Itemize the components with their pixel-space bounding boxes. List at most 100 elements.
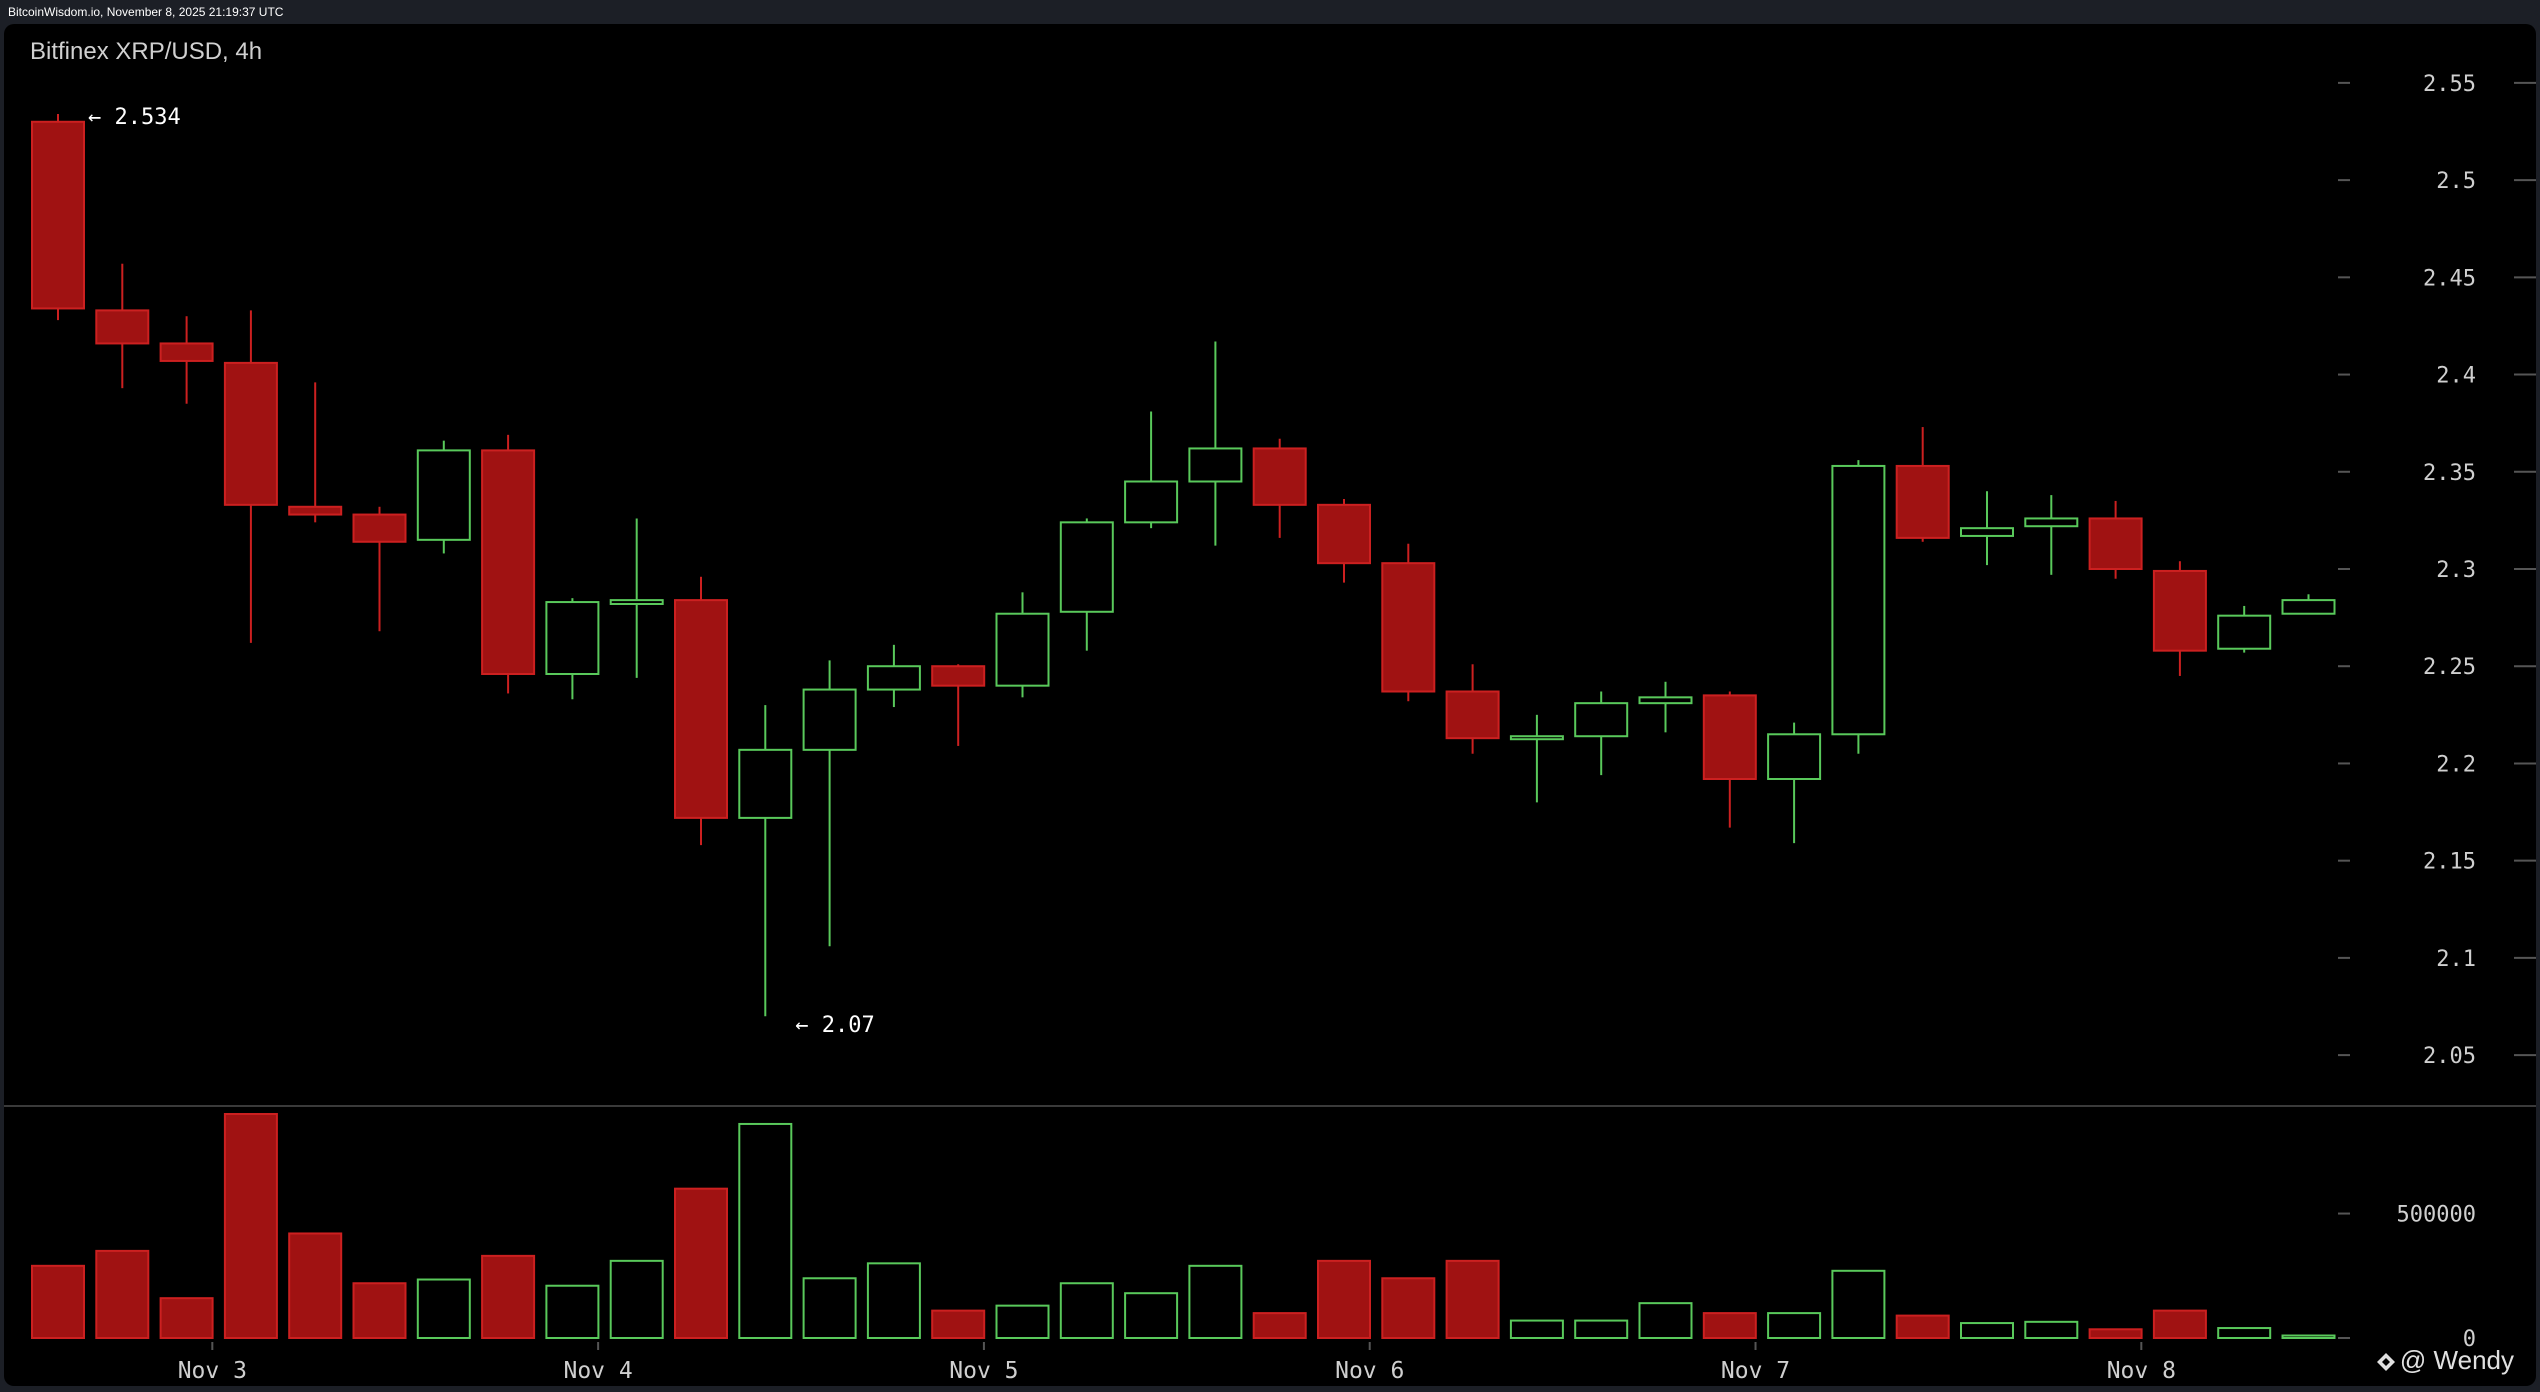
- candle: [1702, 691, 1757, 828]
- price-tick-label: 2.45: [2423, 266, 2476, 291]
- candle: [1252, 438, 1307, 538]
- candle-body: [1188, 447, 1243, 483]
- candle-body: [352, 513, 407, 543]
- candle: [1638, 681, 1693, 733]
- volume-bar: [1895, 1314, 1950, 1339]
- candle-body: [1831, 464, 1886, 736]
- volume-bar: [2088, 1328, 2143, 1340]
- volume-tick-label: 500000: [2397, 1203, 2476, 1228]
- volume-bar: [31, 1264, 85, 1340]
- candle: [2217, 605, 2272, 653]
- candle: [2024, 495, 2079, 575]
- volume-bar: [1702, 1312, 1757, 1339]
- source-bar: BitcoinWisdom.io, November 8, 2025 21:19…: [0, 0, 2540, 24]
- author-watermark: @ Wendy: [2376, 1345, 2514, 1376]
- volume-bar: [95, 1249, 150, 1340]
- candle-body: [31, 120, 85, 310]
- candle: [288, 382, 343, 523]
- candle-body: [159, 342, 214, 362]
- candle-body: [2217, 614, 2272, 650]
- price-tick-label: 2.55: [2423, 72, 2476, 97]
- candlestick-chart[interactable]: 2.55 2.5 2.45 2.4 2.35 2.3 2.25 2.2 2.15 2.1 2.05 5…: [4, 24, 2536, 1386]
- candle: [802, 660, 857, 947]
- volume-bar: [481, 1254, 536, 1340]
- grid-layer: [211, 81, 2536, 1350]
- candle-body: [416, 449, 471, 541]
- candle-body: [1702, 694, 1757, 781]
- candle-body: [2281, 599, 2336, 615]
- annotations: ← 2.534 ← 2.07: [88, 105, 875, 1038]
- price-tick-label: 2.05: [2423, 1044, 2476, 1069]
- candle-body: [1574, 702, 1629, 738]
- candle-body: [545, 601, 600, 675]
- volume-bar: [609, 1259, 664, 1340]
- volume-bar: [1252, 1312, 1307, 1339]
- candle-body: [609, 599, 664, 605]
- candle-body: [738, 748, 793, 819]
- source-timestamp: BitcoinWisdom.io, November 8, 2025 21:19…: [8, 5, 284, 19]
- chart-title: Bitfinex XRP/USD, 4h: [30, 38, 263, 65]
- candle: [866, 644, 921, 708]
- volume-bar: [159, 1297, 214, 1339]
- candle: [1381, 543, 1436, 702]
- price-tick-label: 2.35: [2423, 461, 2476, 486]
- volume-bar: [1124, 1292, 1179, 1339]
- volume-bar: [995, 1304, 1050, 1339]
- candle: [31, 114, 85, 321]
- volume-bar: [223, 1113, 278, 1339]
- volume-bar: [738, 1122, 793, 1340]
- candle-body: [1059, 521, 1114, 613]
- volume-bar: [1509, 1319, 1564, 1339]
- candle-body: [1638, 696, 1693, 705]
- price-tick-label: 2.25: [2423, 655, 2476, 680]
- candle: [1509, 714, 1564, 803]
- volume-bars: [31, 1113, 2336, 1340]
- candle: [545, 598, 600, 700]
- date-tick-label: Nov 3: [178, 1358, 247, 1384]
- volume-bar: [1638, 1302, 1693, 1339]
- date-tick-label: Nov 5: [949, 1358, 1018, 1384]
- candle: [931, 664, 986, 746]
- price-tick-label: 2.15: [2423, 850, 2476, 875]
- candle: [2152, 561, 2207, 676]
- volume-bar: [802, 1277, 857, 1340]
- candle: [1831, 460, 1886, 754]
- candle: [416, 440, 471, 554]
- candle: [1059, 518, 1114, 651]
- volume-bar: [1960, 1322, 2014, 1339]
- candle: [1445, 664, 1500, 754]
- watermark-prefix: @: [2399, 1345, 2427, 1375]
- volume-bar: [2217, 1327, 2272, 1339]
- volume-bar: [1317, 1259, 1371, 1340]
- volume-bar: [2281, 1334, 2336, 1339]
- candle: [95, 263, 150, 389]
- price-tick-label: 2.4: [2436, 364, 2476, 389]
- candle: [159, 316, 214, 404]
- volume-bar: [1574, 1319, 1629, 1339]
- date-tick-label: Nov 8: [2107, 1358, 2176, 1384]
- volume-bar: [1445, 1259, 1500, 1340]
- volume-bar: [416, 1278, 471, 1339]
- candle-body: [95, 309, 150, 345]
- candle: [1124, 411, 1179, 529]
- candle-body: [802, 688, 857, 751]
- volume-bar: [352, 1282, 407, 1339]
- volume-bar: [1767, 1312, 1822, 1339]
- candle: [1895, 427, 1950, 542]
- candle-body: [931, 665, 986, 687]
- candle-body: [1445, 690, 1500, 740]
- candle: [1767, 722, 1822, 844]
- candle-body: [2088, 517, 2143, 571]
- candle: [481, 434, 536, 694]
- candle-body: [866, 665, 921, 691]
- candle: [995, 592, 1050, 698]
- candle-body: [1960, 527, 2014, 537]
- candle-body: [288, 505, 343, 516]
- candle-body: [481, 449, 536, 675]
- date-tick-label: Nov 6: [1335, 1358, 1404, 1384]
- candle: [2281, 594, 2336, 615]
- candle-body: [1317, 503, 1371, 565]
- candle-body: [1381, 562, 1436, 693]
- candle: [1960, 491, 2014, 566]
- candle-body: [995, 612, 1050, 687]
